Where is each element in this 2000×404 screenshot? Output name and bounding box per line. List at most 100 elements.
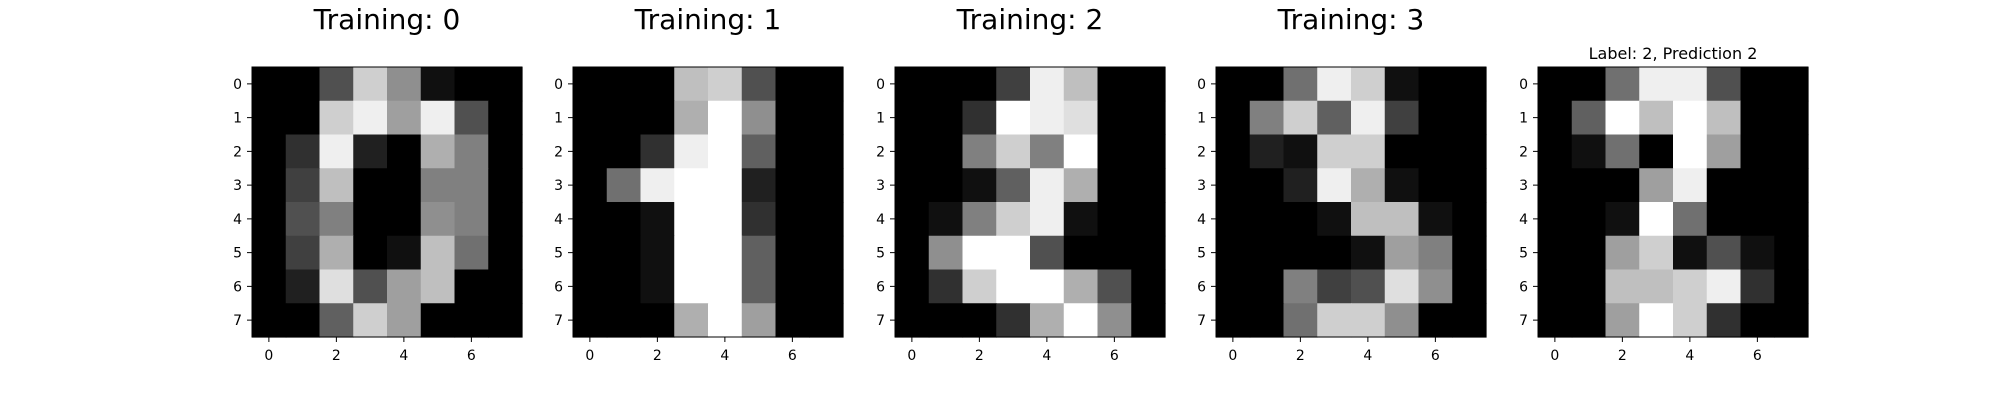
pixel-cell <box>928 235 964 271</box>
pixel-cell <box>420 168 456 203</box>
pixel-cell <box>1774 100 1809 136</box>
pixel-cell <box>1030 168 1065 203</box>
pixel-cell <box>1418 269 1453 304</box>
pixel-cell <box>1030 303 1065 338</box>
y-tick-label: 1 <box>554 111 563 127</box>
pixel-cell <box>1706 202 1742 237</box>
pixel-cell <box>1774 134 1809 169</box>
pixel-cell <box>928 202 964 237</box>
pixel-cell <box>708 168 743 203</box>
pixel-cell <box>1706 303 1742 338</box>
pixel-cell <box>1639 168 1674 203</box>
pixel-cell <box>420 134 456 169</box>
axes-frame <box>1215 66 1487 338</box>
pixel-cell <box>640 269 675 304</box>
pixel-cell <box>252 269 287 304</box>
y-tick-label: 5 <box>1519 246 1528 262</box>
pixel-cell <box>741 202 777 237</box>
pixel-cell <box>1639 134 1674 169</box>
pixel-cell <box>741 100 777 136</box>
pixel-cell <box>319 303 354 338</box>
x-tick-label: 2 <box>332 348 341 364</box>
pixel-cell <box>488 235 523 271</box>
pixel-cell <box>775 303 810 338</box>
pixel-cell <box>640 168 675 203</box>
pixel-cell <box>606 235 642 271</box>
y-tick-label: 2 <box>1197 144 1206 160</box>
pixel-cell <box>606 303 642 338</box>
pixel-cell <box>1063 100 1099 136</box>
pixel-cell <box>387 168 422 203</box>
y-tick-label: 3 <box>233 178 242 194</box>
pixel-cell <box>319 134 354 169</box>
pixel-cell <box>1384 168 1420 203</box>
pixel-cell <box>454 235 489 271</box>
pixel-cell <box>353 100 388 136</box>
x-tick-label: 0 <box>585 348 594 364</box>
pixel-cell <box>708 269 743 304</box>
y-tick-label: 6 <box>1197 279 1206 295</box>
pixel-cell <box>996 269 1031 304</box>
pixel-cell <box>1605 134 1640 169</box>
pixel-cell <box>895 100 930 136</box>
pixel-cell <box>387 67 422 102</box>
pixel-cell <box>420 235 456 271</box>
pixel-cell <box>573 235 608 271</box>
pixel-cell <box>1639 269 1674 304</box>
pixel-cell <box>1571 168 1607 203</box>
pixel-cell <box>285 303 321 338</box>
y-tick-label: 4 <box>554 212 563 228</box>
pixel-cell <box>1216 100 1251 136</box>
pixel-cell <box>1774 303 1809 338</box>
pixel-cell <box>1131 303 1166 338</box>
pixel-cell <box>1283 168 1318 203</box>
pixel-cell <box>454 134 489 169</box>
pixel-cell <box>1283 303 1318 338</box>
pixel-cell <box>1249 202 1285 237</box>
pixel-cell <box>1249 100 1285 136</box>
pixel-cell <box>1131 235 1166 271</box>
pixel-cell <box>1097 100 1132 136</box>
pixel-cell <box>1283 202 1318 237</box>
x-tick-label: 2 <box>1618 348 1627 364</box>
pixel-cell <box>1317 269 1352 304</box>
pixel-cell <box>488 168 523 203</box>
pixel-cell <box>454 168 489 203</box>
x-tick-label: 0 <box>1228 348 1237 364</box>
y-tick-label: 2 <box>554 144 563 160</box>
pixel-cell <box>1216 235 1251 271</box>
pixel-cell <box>387 202 422 237</box>
pixel-cell <box>895 168 930 203</box>
x-tick-label: 6 <box>1753 348 1762 364</box>
y-tick-label: 3 <box>1197 178 1206 194</box>
x-tick-label: 0 <box>264 348 273 364</box>
pixel-cell <box>1774 168 1809 203</box>
pixel-cell <box>1673 168 1708 203</box>
pixel-cell <box>1216 67 1251 102</box>
pixel-cell <box>319 168 354 203</box>
pixel-cell <box>1283 235 1318 271</box>
pixel-cell <box>1097 168 1132 203</box>
digit-panel-0: Training: 0 0 1 2 3 4 5 6 7 0 2 4 6 <box>233 3 523 364</box>
pixel-cell <box>285 100 321 136</box>
pixel-cell <box>996 168 1031 203</box>
pixel-cell <box>1774 269 1809 304</box>
pixel-cell <box>775 235 810 271</box>
pixel-cell <box>962 168 997 203</box>
pixel-cell <box>1673 202 1708 237</box>
pixel-cell <box>1605 303 1640 338</box>
axes-frame <box>894 66 1166 338</box>
pixel-cell <box>1249 168 1285 203</box>
axes-frame <box>572 66 844 338</box>
pixel-cell <box>1097 269 1132 304</box>
pixel-cell <box>252 168 287 203</box>
pixel-cell <box>1774 235 1809 271</box>
x-tick-label: 6 <box>1110 348 1119 364</box>
pixel-cell <box>1063 269 1099 304</box>
pixel-cell <box>674 134 709 169</box>
pixel-cell <box>1706 67 1742 102</box>
pixel-cell <box>1418 168 1453 203</box>
pixel-cell <box>1538 134 1573 169</box>
pixel-cell <box>1351 202 1386 237</box>
